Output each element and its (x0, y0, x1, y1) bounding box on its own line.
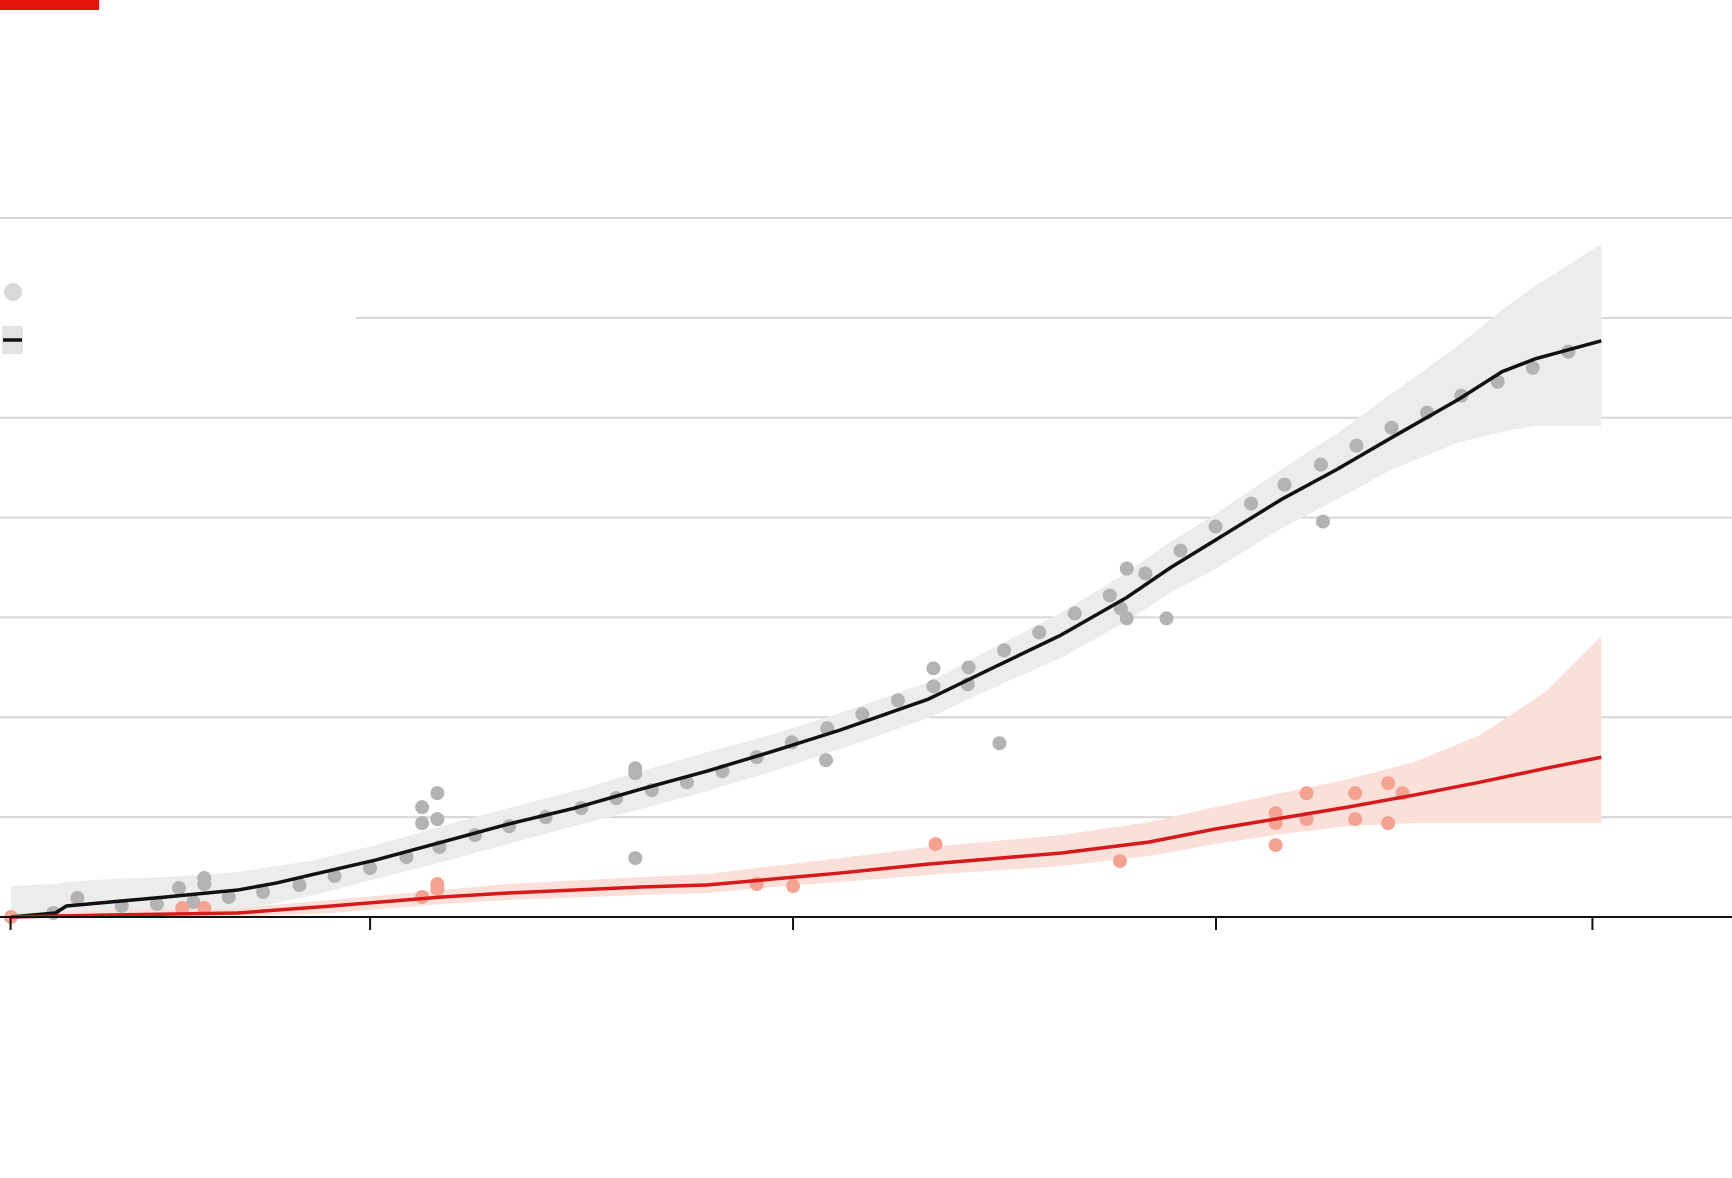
data-point (1032, 625, 1047, 640)
data-point (1313, 457, 1328, 472)
data-point (1112, 854, 1127, 869)
data-point (1381, 816, 1396, 831)
data-point (1277, 477, 1292, 492)
data-point (415, 800, 430, 815)
data-point (430, 812, 445, 827)
data-point (628, 766, 643, 781)
data-point (926, 679, 941, 694)
data-point (430, 882, 445, 897)
data-point (256, 885, 271, 900)
data-point (197, 901, 212, 916)
data-point (1348, 812, 1363, 827)
data-point (171, 881, 186, 896)
data-point (928, 837, 943, 852)
data-point (1208, 519, 1223, 534)
data-point (1381, 776, 1396, 791)
data-point (1268, 806, 1283, 821)
brand-bar (0, 0, 99, 10)
data-point (186, 895, 201, 910)
data-point (997, 643, 1012, 658)
data-point (1119, 561, 1134, 576)
legend (0, 268, 356, 354)
data-point (1316, 514, 1331, 529)
data-point (1173, 543, 1188, 558)
data-point (890, 693, 905, 708)
data-point (628, 851, 643, 866)
data-point (1525, 360, 1540, 375)
data-point (197, 877, 212, 892)
trend-line (10, 339, 1602, 919)
data-point (149, 897, 164, 912)
data-point (430, 786, 445, 801)
data-point (327, 869, 342, 884)
data-point (1299, 786, 1314, 801)
data-point (926, 661, 941, 676)
data-point (1102, 588, 1117, 603)
data-point (1159, 611, 1174, 626)
data-point (1138, 566, 1153, 581)
data-point (1348, 786, 1363, 801)
legend-background (0, 268, 356, 328)
data-point (992, 736, 1007, 751)
data-point (819, 753, 834, 768)
data-point (363, 861, 378, 876)
data-point (175, 901, 190, 916)
data-point (415, 816, 430, 831)
data-point (855, 707, 870, 722)
data-point (1119, 611, 1134, 626)
data-point (1067, 606, 1082, 621)
data-point (70, 891, 85, 906)
data-point (961, 660, 976, 675)
trend-line (10, 755, 1602, 919)
data-point (1349, 438, 1364, 453)
data-point (1268, 838, 1283, 853)
data-point (1244, 496, 1259, 511)
data-point (786, 879, 801, 894)
data-point (292, 878, 307, 893)
data-point (1384, 420, 1399, 435)
legend-dot-key (4, 283, 22, 301)
data-point (221, 890, 236, 905)
